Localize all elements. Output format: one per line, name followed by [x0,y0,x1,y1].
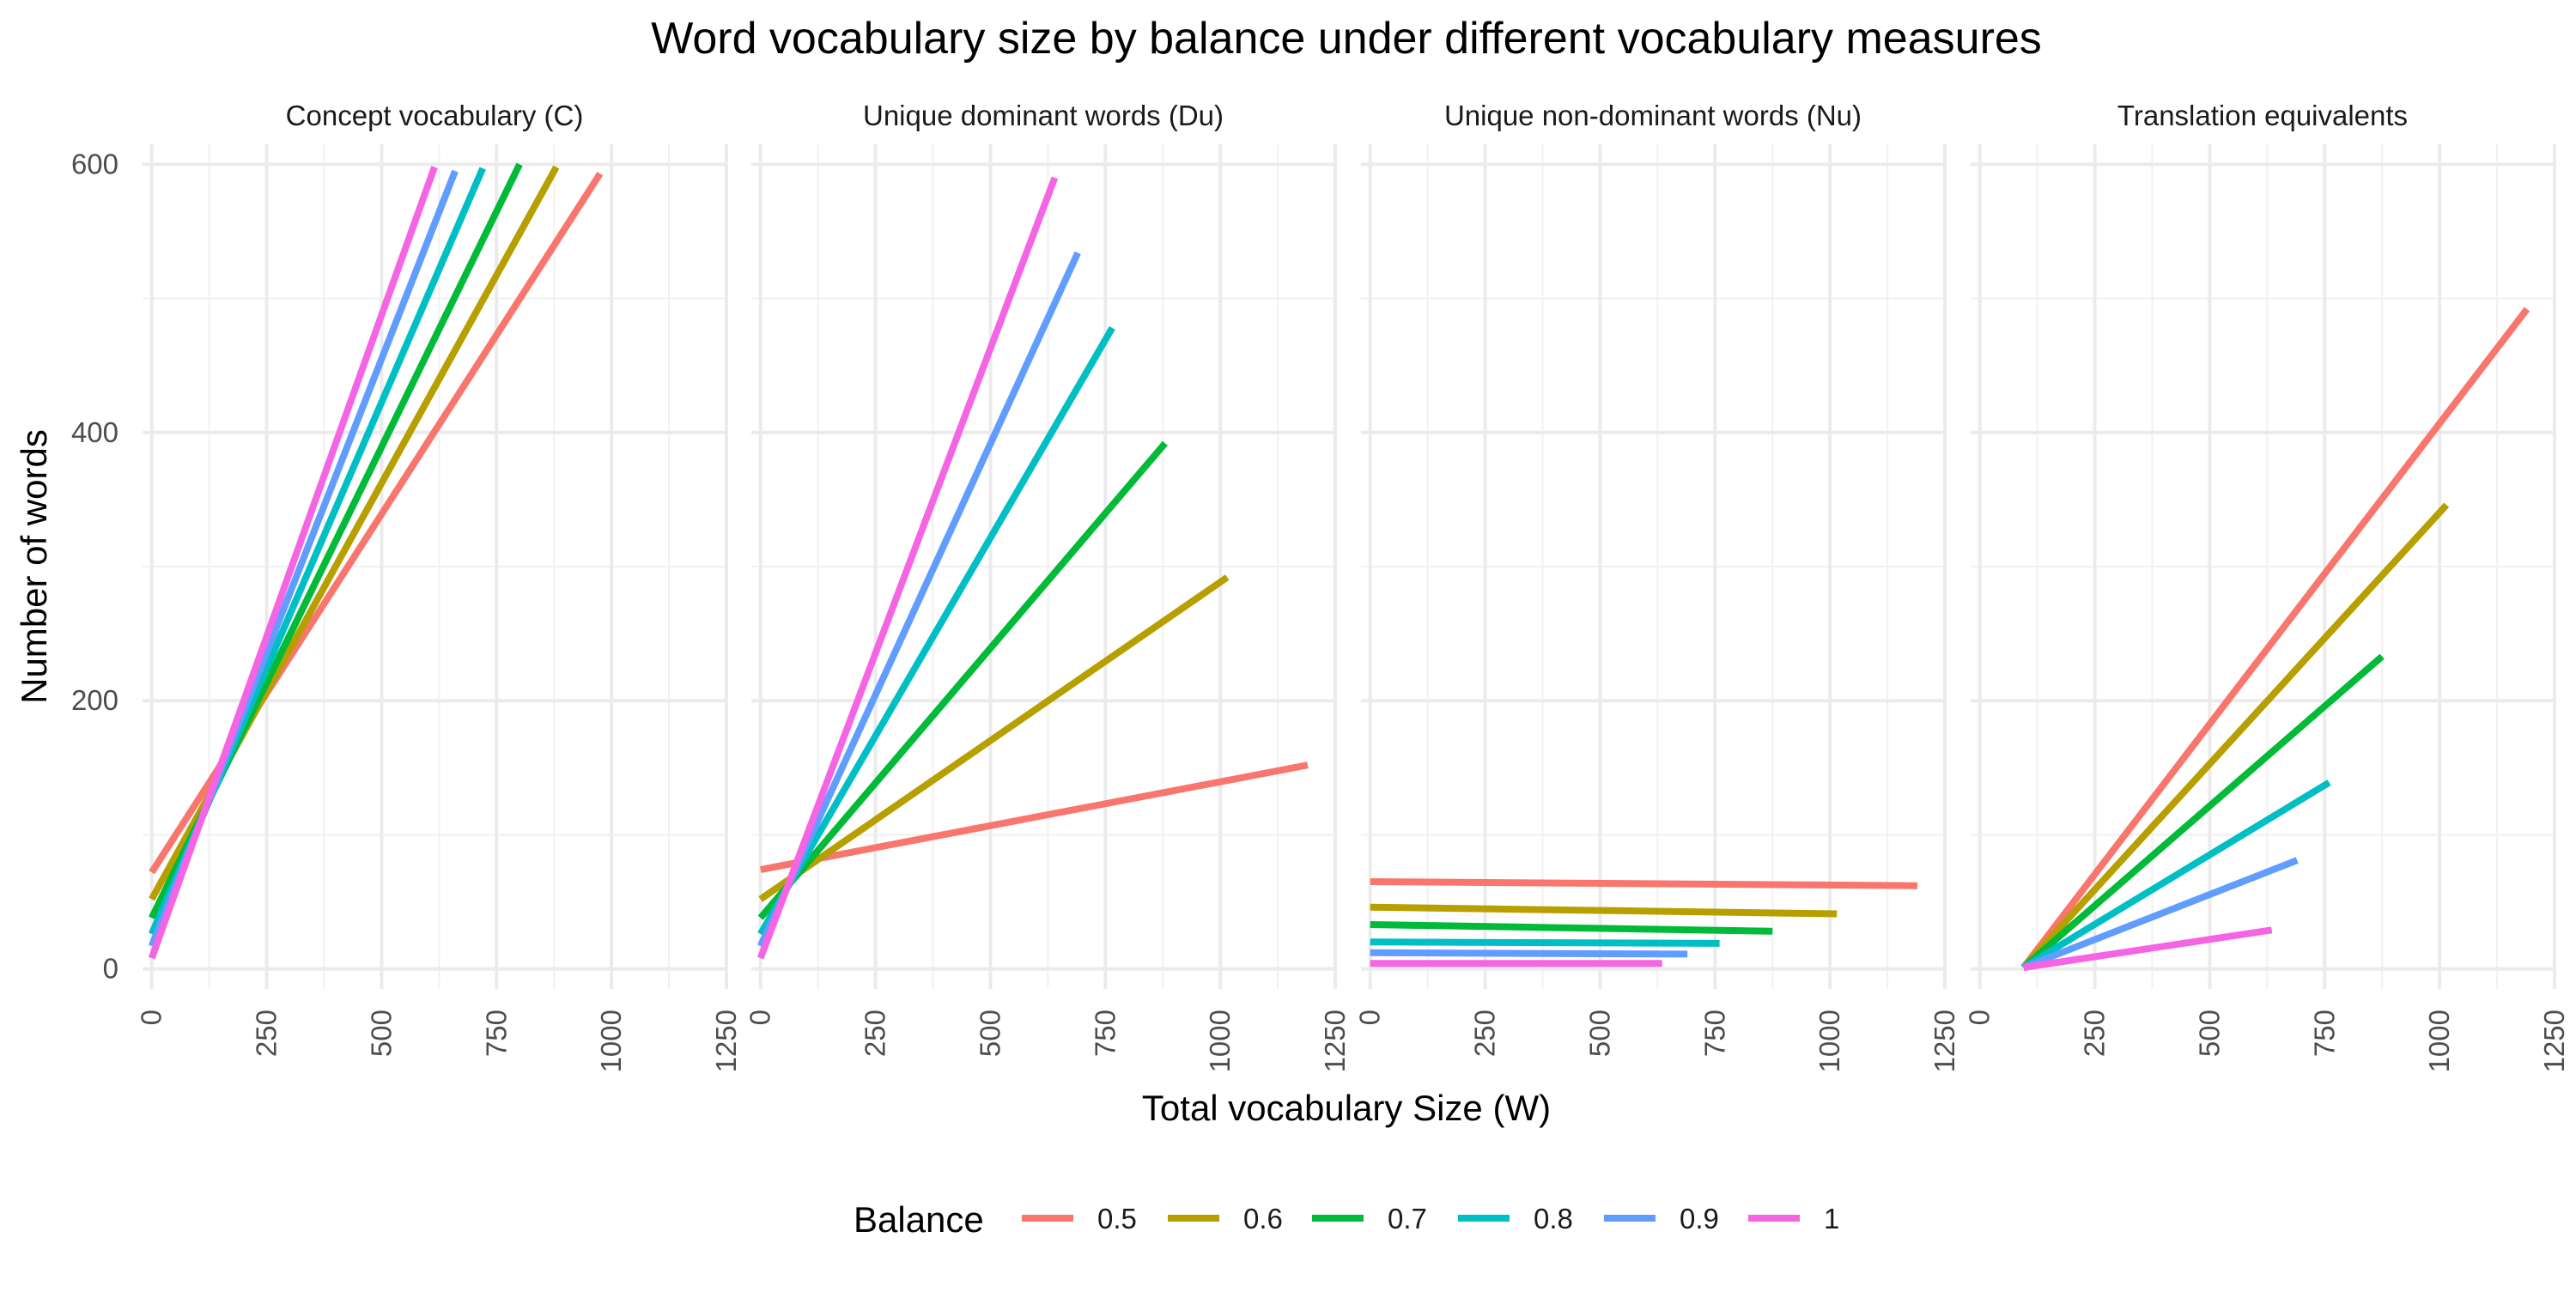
x-tick-label: 0 [1964,1010,1996,1025]
legend-label: 0.7 [1388,1203,1427,1234]
x-tick-label: 750 [1089,1010,1121,1057]
legend-item-0.9: 0.9 [1604,1203,1719,1234]
x-tick-label: 1250 [2538,1010,2570,1072]
legend-item-0.5: 0.5 [1022,1203,1137,1234]
y-tick-label: 400 [71,416,118,448]
legend-label: 1 [1824,1203,1839,1234]
x-tick-label: 0 [744,1010,776,1025]
series-line-0.6 [1370,903,1838,918]
panel-title: Concept vocabulary (C) [286,100,584,131]
legend: Balance 0.5 0.6 0.7 0.8 0.9 1 [854,1199,1839,1240]
panel-title: Translation equivalents [2117,100,2408,131]
chart-title: Word vocabulary size by balance under di… [651,14,2042,64]
series-line-1 [148,166,438,960]
x-tick-label: 500 [365,1010,397,1057]
series-line-0.7 [757,440,1168,920]
legend-label: 0.6 [1243,1203,1283,1234]
series-line-0.7 [1370,921,1773,935]
x-tick-label: 0 [136,1010,167,1025]
series-line-0.9 [2022,857,2299,971]
x-tick-label: 250 [251,1010,283,1057]
y-tick-label: 600 [71,148,118,179]
x-axis-title: Total vocabulary Size (W) [1142,1088,1551,1128]
series-line-1 [756,176,1059,960]
x-tick-label: 1000 [595,1010,627,1072]
series-line-0.8 [2021,779,2331,971]
panel-4: Translation equivalents 0 250 500 750 1000 125… [1964,100,2570,1072]
x-tick-label: 500 [2193,1010,2225,1057]
series-line-0.7 [2020,653,2385,971]
series-line-0.9 [1370,949,1688,958]
x-tick-label: 750 [480,1010,512,1057]
y-tick-label: 0 [103,953,118,985]
y-axis-title: Number of words [14,429,54,704]
series-line-0.5 [2020,306,2530,970]
x-tick-label: 250 [2079,1010,2111,1057]
x-tick-label: 1250 [1319,1010,1351,1072]
x-tick-label: 1000 [1814,1010,1845,1072]
series-line-0.9 [757,251,1081,948]
x-tick-label: 750 [2308,1010,2340,1057]
x-tick-label: 1250 [1929,1010,1960,1072]
legend-item-0.8: 0.8 [1458,1203,1573,1234]
x-tick-label: 500 [1583,1010,1615,1057]
panel-3: Unique non-dominant words (Nu) 0 250 500 750… [1354,100,1960,1072]
panel-1: Concept vocabulary (C) 0 250 500 750 1000 1250… [71,100,742,1072]
legend-title: Balance [854,1199,984,1240]
series-line-0.5 [1370,878,1917,889]
panel-title: Unique dominant words (Du) [863,100,1224,131]
series-line-0.6 [2020,502,2450,970]
x-tick-label: 0 [1354,1010,1386,1025]
legend-item-0.7: 0.7 [1312,1203,1427,1234]
panel-title: Unique non-dominant words (Nu) [1444,100,1862,131]
x-tick-label: 500 [974,1010,1005,1057]
legend-label: 0.8 [1534,1203,1573,1234]
x-tick-label: 750 [1698,1010,1730,1057]
legend-label: 0.5 [1097,1203,1137,1234]
x-tick-label: 250 [860,1010,891,1057]
series-line-0.6 [758,574,1230,902]
legend-label: 0.9 [1680,1203,1719,1234]
series-line-0.8 [1370,938,1720,947]
legend-item-1: 1 [1748,1203,1839,1234]
x-tick-label: 1250 [710,1010,742,1072]
series-line-0.8 [757,325,1115,937]
panels-layer: Concept vocabulary (C) 0 250 500 750 1000 1250… [71,100,2570,1072]
x-tick-label: 1000 [1204,1010,1236,1072]
y-tick-label: 200 [71,684,118,716]
x-tick-label: 250 [1469,1010,1501,1057]
legend-item-0.6: 0.6 [1168,1203,1283,1234]
series-line-0.5 [759,761,1309,873]
panel-2: Unique dominant words (Du) 0 250 500 750 1000… [744,100,1351,1072]
series-line-1 [2023,926,2273,971]
x-tick-label: 1000 [2423,1010,2455,1072]
